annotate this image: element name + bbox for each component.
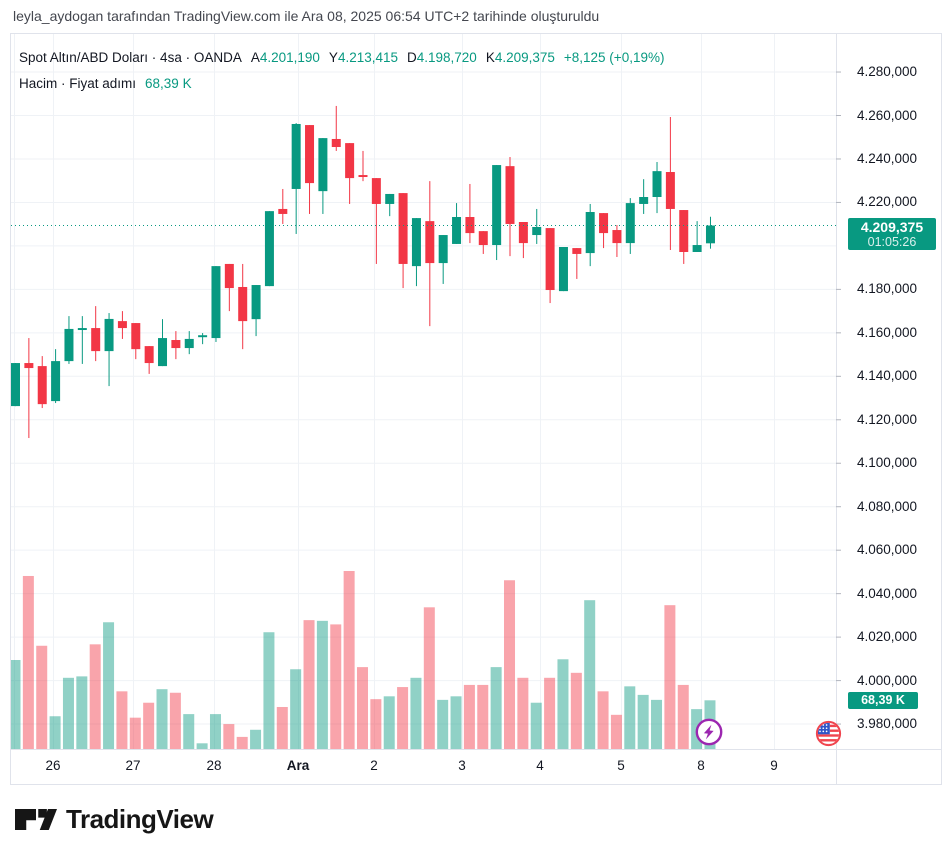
price-axis-label: 4.080,000 — [857, 498, 918, 514]
price-axis-label: 4.000,000 — [857, 672, 918, 688]
legend-part: 4.213,415 — [337, 50, 398, 65]
price-axis-label: 4.220,000 — [857, 194, 918, 210]
price-axis-label: 4.100,000 — [857, 455, 918, 471]
candlestick-chart — [11, 34, 941, 784]
price-axis-label: 4.180,000 — [857, 281, 918, 297]
price-axis-label: 4.240,000 — [857, 150, 918, 166]
legend-part: 4.201,190 — [259, 50, 320, 65]
legend-part: 68,39 K — [145, 76, 192, 91]
price-axis-label: 4.040,000 — [857, 585, 918, 601]
tradingview-wordmark[interactable]: TradingView — [66, 803, 214, 834]
legend-part: 4.209,375 — [494, 50, 555, 65]
price-axis-label: 4.260,000 — [857, 107, 918, 123]
tradingview-logo-icon[interactable] — [15, 808, 57, 830]
time-axis-label: 3 — [458, 758, 466, 773]
price-axis-label: 4.120,000 — [857, 411, 918, 427]
time-axis-label: 27 — [125, 758, 141, 773]
time-axis-label: 28 — [206, 758, 222, 773]
last-volume-badge: 68,39 K — [848, 692, 918, 710]
chart-legend: Spot Altın/ABD Doları · 4sa · OANDA A4.20… — [19, 45, 664, 97]
time-axis-label: 5 — [617, 758, 625, 773]
legend-part: Y — [328, 50, 338, 65]
time-axis-label: 26 — [45, 758, 61, 773]
price-axis-label: 3.980,000 — [857, 716, 918, 732]
legend-symbol-ohlc-row: Spot Altın/ABD Doları · 4sa · OANDA A4.20… — [19, 45, 664, 71]
legend-part: D — [407, 50, 417, 65]
last-price-value: 4.209,375 — [860, 218, 924, 235]
us-flag-sticker-icon[interactable] — [815, 720, 842, 747]
time-axis-label: Ara — [286, 758, 310, 773]
last-price-badge: 4.209,375 01:05:26 — [848, 217, 936, 250]
legend-part: +8,125 (+0,19%) — [563, 50, 665, 65]
legend-part: Spot Altın/ABD Doları · 4sa · OANDA — [19, 50, 242, 65]
price-axis-label: 4.160,000 — [857, 324, 918, 340]
bar-countdown: 01:05:26 — [867, 234, 917, 249]
legend-part: Hacim · Fiyat adımı — [19, 76, 137, 91]
price-axis-label: 4.060,000 — [857, 542, 918, 558]
footer: TradingView — [15, 803, 214, 834]
chart-widget: Spot Altın/ABD Doları · 4sa · OANDA A4.20… — [10, 33, 942, 785]
legend-part: 4.198,720 — [416, 50, 477, 65]
price-axis-label: 4.140,000 — [857, 368, 918, 384]
lightning-sticker-icon[interactable] — [695, 718, 723, 746]
time-axis-label: 4 — [536, 758, 544, 773]
price-axis-label: 4.020,000 — [857, 629, 918, 645]
time-axis-label: 2 — [370, 758, 378, 773]
legend-volume-row: Hacim · Fiyat adımı 68,39 K — [19, 71, 664, 97]
price-axis[interactable]: 4.280,000 4.260,000 4.240,000 4.220,000 4.18… — [836, 34, 941, 749]
time-axis-label: 9 — [770, 758, 778, 773]
time-axis-label: 8 — [697, 758, 705, 773]
price-axis-label: 4.280,000 — [857, 64, 918, 80]
attribution-text: leyla_aydogan tarafından TradingView.com… — [13, 8, 600, 24]
time-axis[interactable]: 26 27 28 Ara 2 3 4 5 8 9 — [11, 749, 941, 784]
legend-part: K — [485, 50, 495, 65]
legend-part: A — [250, 50, 260, 65]
